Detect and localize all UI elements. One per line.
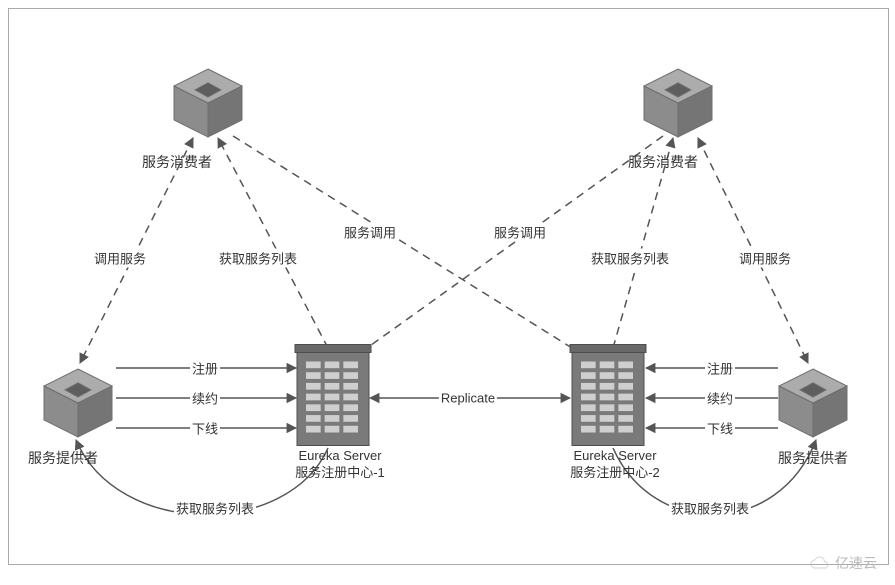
edge-label-list-pl: 获取服务列表: [174, 499, 256, 518]
cloud-icon: [809, 556, 831, 570]
edge-label-reg-l: 注册: [190, 359, 220, 378]
watermark: 亿速云: [809, 553, 877, 573]
edge-label-renew-l: 续约: [190, 389, 220, 408]
edge-label-list-cl: 获取服务列表: [217, 249, 299, 268]
consumer-left-label: 服务消费者: [142, 152, 212, 172]
edge-label-invoke-r: 服务调用: [492, 223, 548, 242]
edge-label-reg-r: 注册: [705, 359, 735, 378]
edge-label-off-l: 下线: [190, 419, 220, 438]
edge-label-list-pr: 获取服务列表: [669, 499, 751, 518]
provider-left-label: 服务提供者: [28, 448, 98, 468]
server2-label: Eureka Server服务注册中心-2: [565, 448, 665, 482]
edge-label-off-r: 下线: [705, 419, 735, 438]
server1-label: Eureka Server服务注册中心-1: [290, 448, 390, 482]
provider-right-label: 服务提供者: [778, 448, 848, 468]
architecture-diagram: [8, 8, 887, 563]
edge-label-list-cr: 获取服务列表: [589, 249, 671, 268]
edge-label-renew-r: 续约: [705, 389, 735, 408]
edge-label-call-left: 调用服务: [92, 249, 148, 268]
edge-label-replicate: Replicate: [439, 391, 497, 406]
edge-label-invoke-l: 服务调用: [342, 223, 398, 242]
consumer-right-label: 服务消费者: [628, 152, 698, 172]
edge-label-call-right: 调用服务: [737, 249, 793, 268]
